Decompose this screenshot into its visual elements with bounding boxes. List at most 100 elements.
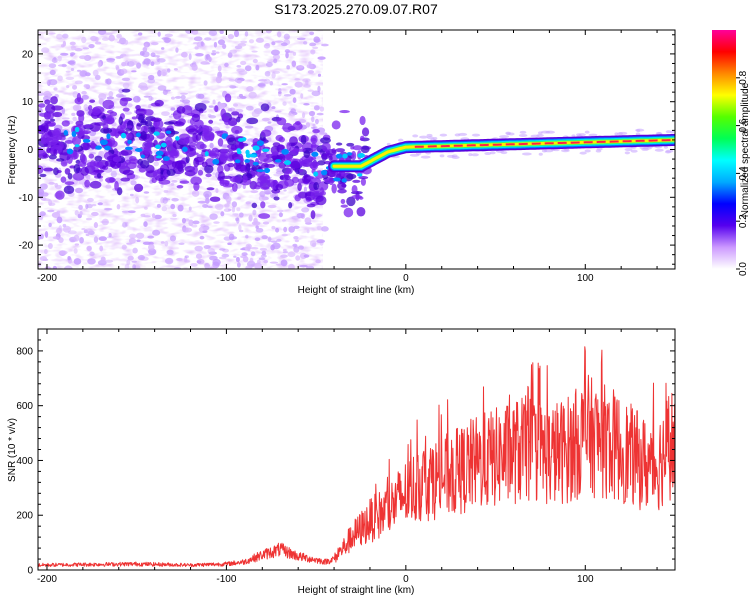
speckle-dot <box>304 217 312 224</box>
speckle-dot <box>267 236 272 243</box>
speckle-dot <box>98 150 105 156</box>
speckle-dot <box>42 95 52 101</box>
colorbar-tick-label: 0.6 <box>738 118 749 132</box>
speckle-dot <box>67 256 71 261</box>
speckle-dot <box>83 103 89 111</box>
speckle-dot <box>136 62 142 69</box>
spectral-highlight <box>321 169 328 176</box>
spectral-blob <box>321 142 331 152</box>
spectral-highlight <box>165 130 172 135</box>
y-tick-label: 0 <box>27 145 33 156</box>
speckle-dot <box>163 37 172 43</box>
speckle-dot <box>93 222 99 229</box>
spectral-blob <box>52 111 63 118</box>
snr-y-ticks: 0 200 400 600 800 <box>16 328 675 577</box>
speckle-dot <box>72 91 79 98</box>
y-tick-label: 0 <box>27 566 33 577</box>
speckle-dot <box>104 259 114 263</box>
speckle-dot <box>156 203 161 208</box>
speckle-dot <box>232 103 239 107</box>
spectral-blob <box>184 165 196 172</box>
spectral-blob <box>121 88 131 93</box>
speckle-dot <box>188 219 194 227</box>
spectral-blob <box>64 140 74 144</box>
speckle-dot <box>150 52 156 58</box>
speckle-dot <box>300 93 304 99</box>
speckle-dot <box>237 43 247 47</box>
spectral-blob <box>190 176 202 186</box>
speckle-dot <box>305 79 309 86</box>
halo-dot <box>641 147 649 151</box>
speckle-dot <box>272 54 281 60</box>
spectral-blob <box>335 148 346 153</box>
spectral-blob <box>340 198 346 205</box>
speckle-dot <box>299 264 308 268</box>
spectral-blob <box>294 120 301 126</box>
speckle-dot <box>116 41 124 44</box>
halo-dot <box>451 155 460 159</box>
speckle-dot <box>74 80 83 85</box>
speckle-dot <box>307 70 315 74</box>
spectral-highlight <box>104 145 111 151</box>
speckle-dot <box>258 257 266 261</box>
spectral-blob <box>38 149 46 156</box>
speckle-dot <box>261 250 267 256</box>
speckle-dot <box>315 259 321 264</box>
speckle-dot <box>202 204 209 208</box>
speckle-dot <box>245 105 254 111</box>
halo-dot <box>536 133 544 137</box>
spectral-blob <box>164 150 175 158</box>
speckle-dot <box>191 64 198 71</box>
speckle-dot <box>203 80 208 86</box>
spectral-highlight <box>74 144 80 148</box>
speckle-dot <box>192 220 200 225</box>
speckle-dot <box>200 41 204 47</box>
speckle-dot <box>53 87 58 91</box>
speckle-dot <box>278 88 282 93</box>
spectral-blob <box>312 129 320 134</box>
spectral-blob <box>209 196 221 202</box>
spectral-blob <box>195 133 202 141</box>
speckle-dot <box>136 96 140 102</box>
speckle-dot <box>132 264 137 269</box>
spectral-blob <box>328 177 334 186</box>
speckle-dot <box>249 257 254 263</box>
speckle-dot <box>235 256 240 263</box>
speckle-dot <box>79 236 84 244</box>
speckle-dot <box>129 193 134 197</box>
spectral-blob <box>298 169 304 173</box>
speckle-dot <box>298 245 304 250</box>
speckle-dot <box>143 221 148 228</box>
spectral-blob <box>220 108 227 119</box>
speckle-dot <box>308 61 312 65</box>
spectral-blob <box>120 149 133 156</box>
speckle-dot <box>64 265 73 269</box>
speckle-dot <box>281 219 286 222</box>
speckle-dot <box>191 224 198 228</box>
speckle-dot <box>293 246 300 253</box>
speckle-dot <box>151 213 156 219</box>
speckle-dot <box>312 46 319 50</box>
speckle-dot <box>49 69 56 76</box>
spectral-blob <box>289 136 298 146</box>
speckle-dot <box>308 110 316 117</box>
speckle-dot <box>39 256 48 262</box>
x-tick-label: 0 <box>403 574 409 585</box>
spectral-blob <box>51 105 64 111</box>
halo-dot <box>665 130 672 134</box>
spectral-blob <box>260 186 270 190</box>
speckle-dot <box>288 226 295 233</box>
speckle-dot <box>97 202 103 206</box>
speckle-dot <box>74 187 84 194</box>
spectral-blobs <box>38 30 674 269</box>
colorbar-gradient <box>712 30 736 269</box>
speckle-dot <box>108 34 115 42</box>
speckle-dot <box>227 52 233 58</box>
speckle-dot <box>74 47 83 52</box>
speckle-dot <box>180 92 189 95</box>
speckle-dot <box>84 228 93 234</box>
spectral-blob <box>128 156 137 162</box>
spectral-blob <box>176 184 184 189</box>
spectral-blob <box>340 204 349 208</box>
speckle-dot <box>219 30 224 35</box>
